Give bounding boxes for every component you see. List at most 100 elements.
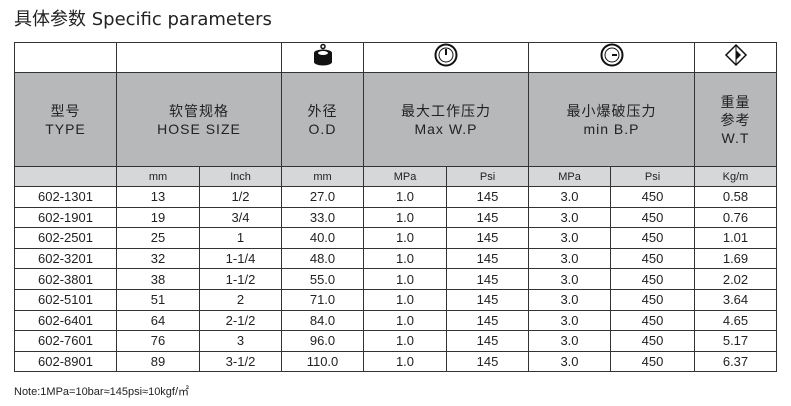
data-cell: 0.58 [694, 186, 777, 208]
data-cell: 51 [116, 288, 200, 311]
header-line: 型号 [50, 102, 81, 119]
data-cell: 3.64 [694, 288, 777, 311]
data-cell: 145 [446, 227, 529, 249]
data-cell: 450 [610, 206, 695, 229]
data-cell: 40.0 [281, 227, 364, 249]
data-cell: 450 [610, 227, 695, 249]
header-cell: 软管规格 HOSE SIZE [116, 72, 282, 167]
data-row: 602-2501 25 1 40.0 1.0 145 3.0 450 1.01 [14, 227, 777, 249]
data-cell: 1.0 [363, 186, 447, 208]
od-icon [313, 43, 332, 66]
data-cell: 0.76 [694, 206, 777, 229]
icon-cell [116, 42, 282, 73]
data-cell: 3.0 [528, 247, 611, 270]
data-cell: 64 [116, 309, 200, 332]
data-cell: 89 [116, 350, 200, 373]
data-cell: 450 [610, 350, 695, 373]
data-cell: 3-1/2 [199, 350, 282, 373]
data-cell: 602-5101 [14, 288, 117, 311]
unit-cell: MPa [363, 166, 447, 187]
data-cell: 33.0 [281, 206, 364, 229]
data-cell: 96.0 [281, 330, 364, 352]
header-line: 最小爆破压力 [566, 102, 657, 119]
data-cell: 3.0 [528, 330, 611, 352]
data-cell: 3.0 [528, 227, 611, 249]
data-cell: 602-1901 [14, 206, 117, 229]
data-cell: 1.0 [363, 330, 447, 352]
unit-cell: mm [281, 166, 364, 187]
data-cell: 3.0 [528, 206, 611, 229]
data-cell: 145 [446, 186, 529, 208]
data-cell: 3.0 [528, 268, 611, 290]
data-cell: 602-1301 [14, 186, 117, 208]
icon-cell [363, 42, 529, 73]
header-line: HOSE SIZE [157, 120, 241, 137]
data-cell: 3.0 [528, 288, 611, 311]
data-cell: 1.01 [694, 227, 777, 249]
data-cell: 1-1/4 [199, 247, 282, 270]
data-cell: 6.37 [694, 350, 777, 373]
data-cell: 145 [446, 330, 529, 352]
data-cell: 1 [199, 227, 282, 249]
data-cell: 145 [446, 309, 529, 332]
header-cell: 最小爆破压力 min B.P [528, 72, 695, 167]
data-cell: 3 [199, 330, 282, 352]
data-cell: 55.0 [281, 268, 364, 290]
icon-cell [694, 42, 777, 73]
header-line: 重量 [720, 93, 751, 110]
data-cell: 1.0 [363, 247, 447, 270]
data-cell: 76 [116, 330, 200, 352]
unit-cell: Psi [610, 166, 695, 187]
header-line: 最大工作压力 [401, 102, 491, 119]
data-cell: 2 [199, 288, 282, 311]
unit-cell: Kg/m [694, 166, 777, 187]
header-line: O.D [308, 120, 337, 137]
data-cell: 602-8901 [14, 350, 117, 373]
data-row: 602-6401 64 2-1/2 84.0 1.0 145 3.0 450 4.65 [14, 309, 777, 332]
header-line: Max W.P [414, 120, 478, 137]
data-row: 602-1901 19 3/4 33.0 1.0 145 3.0 450 0.76 [14, 206, 777, 229]
data-cell: 2-1/2 [199, 309, 282, 332]
data-row: 602-7601 76 3 96.0 1.0 145 3.0 450 5.17 [14, 330, 777, 352]
data-cell: 450 [610, 309, 695, 332]
data-row: 602-3201 32 1-1/4 48.0 1.0 145 3.0 450 1.69 [14, 247, 777, 270]
unit-cell [14, 166, 117, 187]
icon-cell [281, 42, 364, 73]
unit-row: mm Inch mm MPa Psi MPa Psi Kg/m [14, 166, 777, 187]
weight-icon [724, 43, 747, 67]
data-cell: 145 [446, 247, 529, 270]
header-line: 参考 [720, 111, 751, 128]
data-cell: 602-3801 [14, 268, 117, 290]
unit-cell: Inch [199, 166, 282, 187]
data-cell: 145 [446, 268, 529, 290]
data-cell: 450 [610, 186, 695, 208]
data-cell: 602-7601 [14, 330, 117, 352]
data-cell: 48.0 [281, 247, 364, 270]
data-row: 602-5101 51 2 71.0 1.0 145 3.0 450 3.64 [14, 288, 777, 311]
data-cell: 1.0 [363, 288, 447, 311]
data-cell: 3.0 [528, 309, 611, 332]
spec-table: 型号 TYPE 软管规格 HOSE SIZE 外径 O.D 最大工作压力 Max W.P 最小爆… [14, 42, 777, 373]
data-cell: 450 [610, 268, 695, 290]
data-cell: 25 [116, 227, 200, 249]
data-cell: 602-6401 [14, 309, 117, 332]
data-cell: 84.0 [281, 309, 364, 332]
data-cell: 1.0 [363, 268, 447, 290]
data-cell: 1.0 [363, 206, 447, 229]
header-cell: 最大工作压力 Max W.P [363, 72, 529, 167]
data-cell: 2.02 [694, 268, 777, 290]
data-row: 602-3801 38 1-1/2 55.0 1.0 145 3.0 450 2.02 [14, 268, 777, 290]
data-cell: 19 [116, 206, 200, 229]
note: Note:1MPa=10bar≈145psi≈10kgf/㎡ [14, 386, 190, 398]
data-cell: 1.0 [363, 350, 447, 373]
data-row: 602-1301 13 1/2 27.0 1.0 145 3.0 450 0.58 [14, 186, 777, 208]
data-cell: 602-3201 [14, 247, 117, 270]
data-cell: 1.0 [363, 227, 447, 249]
header-row: 型号 TYPE 软管规格 HOSE SIZE 外径 O.D 最大工作压力 Max W.P 最小爆… [14, 72, 777, 167]
header-line: min B.P [583, 120, 640, 137]
data-cell: 450 [610, 330, 695, 352]
unit-cell: MPa [528, 166, 611, 187]
data-cell: 450 [610, 247, 695, 270]
data-cell: 450 [610, 288, 695, 311]
